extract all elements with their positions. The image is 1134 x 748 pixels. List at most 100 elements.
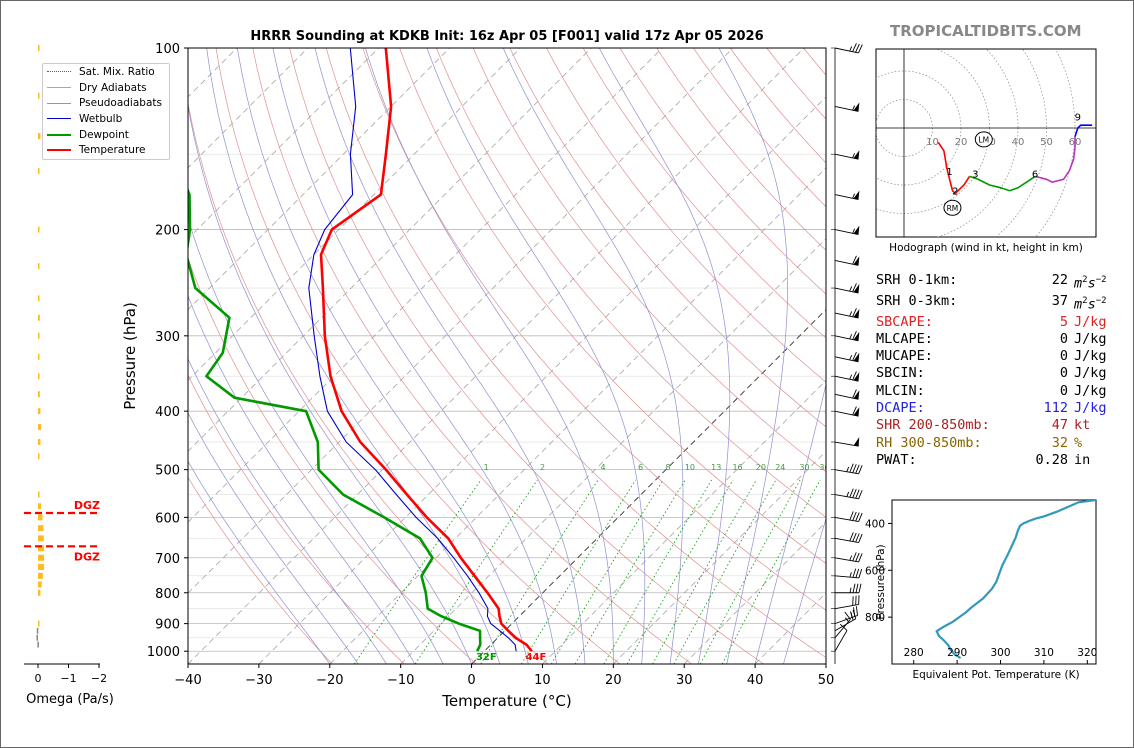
stat-label: MLCAPE: [876,330,933,347]
omega-bar [36,627,39,634]
storm-motion-marker [943,199,962,216]
mixing-ratio-label: 30 [799,463,809,472]
hodograph-ring-label: 10 [926,137,939,148]
wind-barb-full [855,489,860,499]
omega-bar [38,92,40,99]
wind-barb-full [855,464,860,474]
wind-barb-full [849,463,854,473]
isotherm-line [683,521,826,664]
wind-barb-staff [834,537,859,543]
wind-barb-flag [853,225,860,235]
isotherm-line [188,48,663,523]
wind-barb-half [852,153,856,159]
isotherm-line [188,48,805,664]
omega-bar [38,314,40,321]
stat-unit: J/kg [1074,348,1107,365]
wind-barb-full [849,532,854,542]
isotherm-line [188,48,521,381]
dgz-label: DGZ [74,550,100,563]
wind-barb [834,150,860,160]
isotherm-line [613,450,826,664]
wind-barb-full [852,308,857,317]
omega-bar [38,168,40,175]
wind-barb-full [855,43,860,53]
stat-unit: m2s−2 [1074,295,1107,313]
mixing-ratio-label: 36 [819,463,829,472]
y-tick-label: 1000 [147,645,180,660]
wind-barb-half [849,374,853,380]
wind-barb-flag [853,102,860,112]
legend-swatch [47,71,71,73]
moist-adiabat-line [314,48,586,664]
stat-value: 32 [1051,434,1068,451]
hodograph-ring-label: 50 [1040,137,1053,148]
isotherm-line [329,167,826,664]
y-tick-label: 600 [155,511,180,526]
stat-unit: in [1074,451,1091,468]
dry-adiabat-line [693,48,826,208]
omega-bar [38,554,45,561]
wind-barb-full [852,552,857,562]
wind-barb-full [852,330,857,340]
wind-barb-full [855,595,857,606]
y-tick-label: 900 [155,618,180,633]
theta-e-y-tick-label: 600 [865,565,885,577]
wind-barb-flag [853,372,860,382]
hodograph-area: 10203040506012369RMLM [876,49,1096,237]
wind-barb-full [849,511,854,521]
wind-barb [834,330,860,342]
wind-barb-staff [834,260,859,266]
stat-label: SRH 0-3km: [876,292,958,309]
wind-barb [834,255,860,266]
isotherm-line [188,48,592,452]
theta-e-x-tick-label: 320 [1077,647,1097,659]
wind-barb-staff [834,630,848,652]
surface-temp-label: 32F [476,652,497,663]
storm-motion-label: RM [947,204,959,213]
stat-label: RH 300-850mb: [876,434,982,451]
moist-adiabat-line [188,412,359,664]
stat-unit: % [1074,434,1083,451]
theta-e-frame [891,499,1097,665]
stat-value: 0 [1059,348,1068,365]
stat-row: SRH 0-1km: 22 m2s−2 [876,272,1107,293]
stat-label: DCAPE: [876,400,925,417]
legend-swatch [47,102,71,104]
hodograph-height-label: 6 [1032,170,1038,181]
legend-swatch [47,87,71,89]
wind-barb-flag [853,308,860,319]
isotherm-line [471,308,826,664]
wind-barb-staff [834,614,858,625]
omega-bar [38,424,42,431]
stat-row: SBCAPE: 5 J/kg [876,314,1107,331]
wind-barb [834,308,860,319]
wind-barb-full [852,283,857,292]
wind-barb [834,623,848,652]
wind-barb-half [849,587,852,593]
wind-barb [834,225,860,236]
x-tick-label: 0 [467,673,475,688]
omega-tick-label: −2 [91,672,107,685]
wind-barb-staff [834,604,859,610]
wind-barb-flag [853,407,860,417]
moist-adiabat-line [188,295,416,664]
wind-barb-half [849,311,853,317]
omega-bar [38,525,44,532]
wind-barb-full [855,583,859,593]
wind-barb-staff [834,194,859,201]
legend-swatch [47,118,71,120]
legend-item: Wetbulb [43,111,169,127]
stat-row: SRH 0-3km: 37 m2s−2 [876,293,1107,314]
wind-barb-full [855,606,858,616]
omega-bar [38,563,45,570]
moist-adiabat-line [718,48,788,664]
wind-barb-staff [834,106,859,112]
wind-barb-flag [853,190,860,200]
wind-barb-flag [853,284,860,294]
stat-value: 0.28 [1035,451,1068,468]
mixing-ratio-label: 20 [756,463,766,472]
theta-e-x-tick-label: 310 [1034,647,1054,659]
isotherm-line [188,48,309,169]
dewpoint-profile-line [188,187,482,652]
wind-barb-full [858,553,863,563]
